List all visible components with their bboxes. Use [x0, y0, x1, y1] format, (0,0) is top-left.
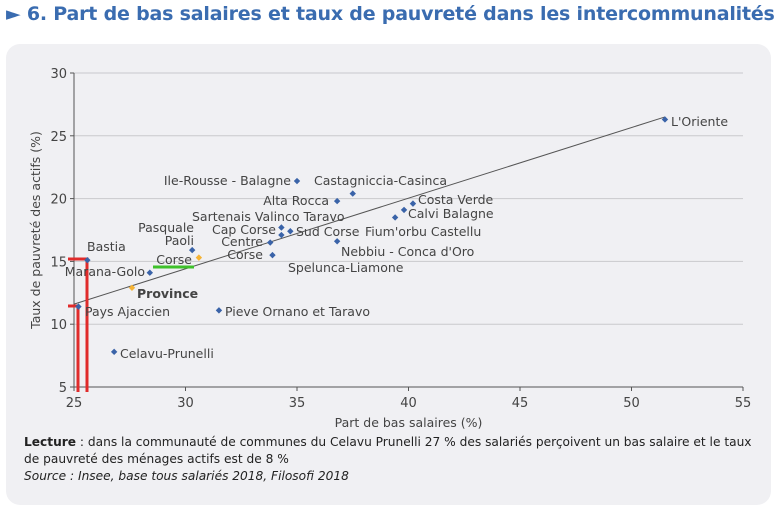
x-tick-label: 55 — [735, 396, 752, 411]
x-tick-label: 40 — [400, 396, 417, 411]
triangle-bullet-icon: ► — [6, 3, 21, 25]
data-label: Corse — [156, 252, 192, 267]
data-label: L'Oriente — [671, 114, 728, 129]
notes: Lecture : dans la communauté de communes… — [24, 434, 764, 485]
x-tick-label: 45 — [512, 396, 529, 411]
data-point — [128, 284, 136, 291]
red-marker-pays-ajaccien — [68, 304, 80, 392]
y-tick-label: 30 — [50, 67, 67, 82]
data-label: Pieve Ornano et Taravo — [225, 304, 370, 319]
data-label: Costa Verde — [418, 192, 494, 207]
x-tick-label: 25 — [66, 396, 83, 411]
data-point — [278, 224, 285, 231]
data-point — [75, 303, 82, 310]
chart-title: ► 6. Part de bas salaires et taux de pau… — [6, 3, 775, 25]
data-point — [146, 269, 154, 276]
data-label: Marana-Golo — [65, 264, 145, 279]
data-label: Spelunca-Liamone — [288, 260, 404, 275]
data-label: Ile-Rousse - Balagne — [164, 173, 291, 188]
trend-line — [73, 116, 666, 305]
data-point — [400, 206, 408, 214]
y-tick-label: 20 — [50, 193, 67, 208]
title-text: 6. Part de bas salaires et taux de pauvr… — [26, 3, 775, 25]
x-tick-label: 35 — [289, 396, 306, 411]
data-point — [661, 116, 669, 123]
data-label: Pays Ajaccien — [85, 304, 170, 319]
data-point — [287, 228, 294, 235]
data-point — [269, 251, 276, 259]
data-point — [349, 190, 356, 197]
data-label: Bastia — [87, 239, 126, 254]
y-tick-label: 10 — [50, 318, 67, 333]
data-point — [188, 246, 196, 254]
data-point — [293, 177, 301, 185]
data-point — [278, 231, 285, 239]
lecture-text: : dans la communauté de communes du Cela… — [24, 435, 752, 466]
y-tick-label: 15 — [50, 255, 67, 270]
data-label: Pasquale Paoli — [138, 220, 194, 248]
data-point — [333, 238, 341, 245]
data-point — [391, 214, 399, 221]
data-label: Cap Corse — [212, 222, 276, 237]
y-axis-label: Taux de pauvreté des actifs (%) — [28, 131, 43, 330]
x-tick-label: 30 — [177, 396, 194, 411]
data-point — [333, 197, 341, 205]
data-point — [215, 307, 223, 314]
data-label: Celavu-Prunelli — [120, 346, 214, 361]
data-point — [195, 254, 203, 261]
data-label: Province — [137, 286, 198, 301]
lecture-note: Lecture : dans la communauté de communes… — [24, 434, 764, 468]
data-label: Castagniccia-Casinca — [314, 173, 447, 188]
x-tick-label: 50 — [623, 396, 640, 411]
data-point — [409, 200, 417, 207]
y-tick-label: 5 — [59, 381, 67, 396]
y-tick-label: 25 — [50, 130, 67, 145]
data-label: Nebbiu - Conca d'Oro — [341, 244, 474, 259]
data-label: Sartenais Valinco Taravo — [192, 209, 345, 224]
data-point — [84, 256, 91, 264]
data-point — [110, 348, 118, 356]
x-axis-label: Part de bas salaires (%) — [335, 415, 483, 430]
data-point — [267, 239, 274, 246]
data-label: Sud Corse — [296, 224, 360, 239]
data-label: Alta Rocca — [263, 193, 329, 208]
lecture-label: Lecture — [24, 435, 77, 449]
data-label: Fium'orbu Castellu — [365, 224, 481, 239]
data-label: Calvi Balagne — [408, 206, 494, 221]
source-note: Source : Insee, base tous salariés 2018,… — [24, 469, 349, 483]
data-label: Centre Corse — [221, 234, 263, 262]
chart-panel — [6, 44, 771, 505]
